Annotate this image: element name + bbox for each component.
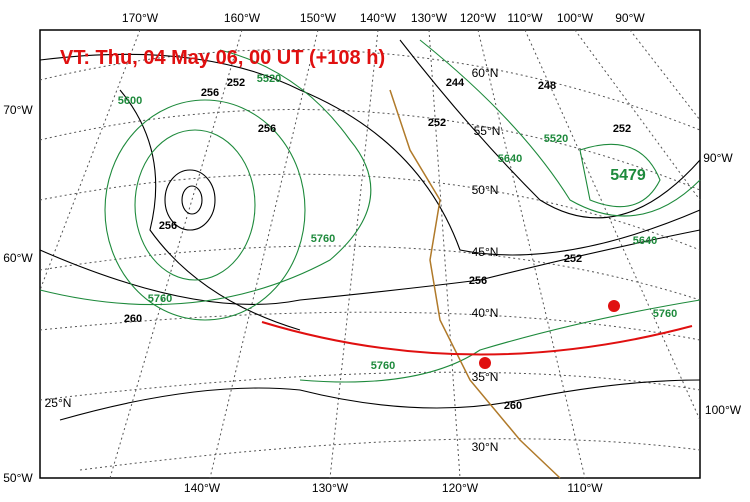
thickness-label: 252	[227, 77, 245, 89]
thickness-label: 260	[504, 400, 522, 412]
longitude-label: 140°W	[360, 11, 397, 25]
thickness-contours	[39, 39, 701, 421]
low-center-label: 5479	[610, 167, 646, 184]
point-marker	[608, 300, 620, 312]
longitude-label: 130°W	[312, 481, 349, 495]
thickness-label: 244	[446, 77, 465, 89]
thickness-label: 248	[538, 80, 556, 92]
longitude-label: 150°W	[300, 11, 337, 25]
height-contours	[39, 39, 701, 383]
latitude-label: 60°N	[472, 66, 499, 80]
longitude-label: 110°W	[567, 481, 603, 495]
longitude-label: 120°W	[442, 481, 479, 495]
height-label: 5760	[371, 360, 395, 372]
latitude-label: 45°N	[472, 245, 499, 259]
height-label: 5520	[257, 73, 281, 85]
thickness-label: 256	[159, 220, 177, 232]
latitude-label: 55°N	[474, 124, 501, 138]
thickness-label: 252	[564, 253, 582, 265]
point-marker	[479, 357, 491, 369]
latitude-label: 25°N	[45, 396, 72, 410]
longitude-label: 90°W	[615, 11, 645, 25]
longitude-label: 100°W	[705, 403, 742, 417]
thickness-label: 256	[258, 123, 276, 135]
longitude-label: 70°W	[3, 103, 33, 117]
thickness-label: 252	[428, 117, 446, 129]
longitude-label: 50°W	[3, 471, 33, 485]
thickness-label: 256	[469, 275, 487, 287]
height-label: 5640	[633, 235, 657, 247]
longitude-label: 100°W	[557, 11, 594, 25]
longitude-label: 170°W	[122, 11, 159, 25]
longitude-label: 60°W	[3, 251, 33, 265]
height-label: 5760	[148, 293, 172, 305]
latitude-label: 50°N	[472, 183, 499, 197]
longitude-label: 140°W	[184, 481, 221, 495]
coastline	[389, 89, 561, 479]
longitude-label: 110°W	[507, 11, 543, 25]
height-label: 5520	[544, 133, 568, 145]
thickness-label: 252	[613, 123, 631, 135]
map-title: VT: Thu, 04 May 06, 00 UT (+108 h)	[60, 47, 385, 69]
height-label: 5640	[498, 153, 522, 165]
height-label: 5600	[118, 95, 142, 107]
height-label: 5760	[311, 233, 335, 245]
thickness-label: 256	[201, 87, 219, 99]
latitude-label: 40°N	[472, 306, 499, 320]
longitude-label: 160°W	[224, 11, 261, 25]
latitude-label: 35°N	[472, 370, 499, 384]
thickness-label: 260	[124, 313, 142, 325]
height-label: 5760	[653, 308, 677, 320]
longitude-label: 130°W	[411, 11, 448, 25]
latitude-label: 30°N	[472, 440, 499, 454]
graticule	[39, 29, 701, 479]
track-line	[261, 321, 693, 356]
longitude-label: 120°W	[460, 11, 497, 25]
longitude-label: 90°W	[703, 151, 733, 165]
